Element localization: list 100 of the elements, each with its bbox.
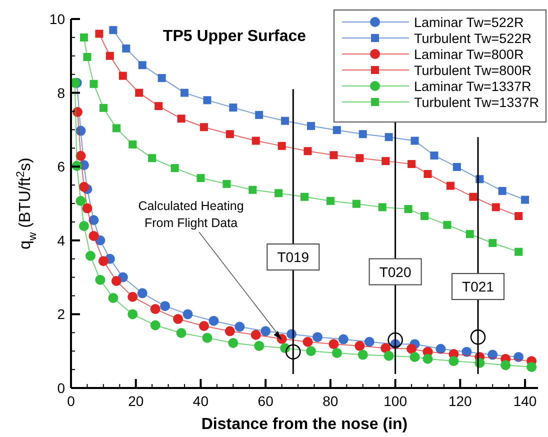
y-tick-label: 0 [57,380,66,396]
point [422,354,433,364]
legend-label: Laminar Tw=800R [414,47,524,62]
point [95,274,106,285]
point [118,72,127,80]
point [224,326,235,336]
point [260,326,271,336]
point [222,180,231,188]
point [330,151,338,160]
point [328,339,339,350]
point [306,346,316,356]
legend-label: Turbulent Tw=1337R [414,95,540,110]
point [99,104,108,112]
point [356,154,364,162]
point [252,136,260,145]
point [85,250,96,261]
point [469,192,478,201]
point [200,123,208,132]
point [158,74,166,82]
y-tick-label: 6 [57,158,66,175]
x-tick-label: 0 [67,393,76,409]
point [83,53,92,62]
y-tick-label: 2 [57,306,66,322]
point [306,122,315,130]
legend-label: Turbulent Tw=522R [414,31,532,46]
point [160,301,170,312]
ref-line-label: T019 [277,249,310,266]
point [128,292,138,302]
point [358,130,367,138]
point [326,196,334,205]
point [352,200,360,208]
point [526,362,537,372]
point [452,162,461,171]
point [173,314,184,324]
point [135,88,144,97]
point [76,150,86,161]
point [229,104,238,112]
point [286,344,301,360]
point [111,276,122,286]
point [498,186,506,195]
ref-line-label: T020 [379,264,412,280]
point [492,203,500,212]
point [226,130,234,138]
x-tick-label: 40 [192,393,209,409]
point [177,114,186,123]
x-tick-label: 60 [258,393,274,409]
point [196,174,205,182]
point [82,203,92,214]
point [274,189,283,198]
point [78,221,89,232]
point [406,344,417,354]
x-tick-label: 20 [128,393,144,409]
point [420,212,428,220]
y-tick-label: 10 [49,11,66,27]
point [180,88,189,97]
point [203,96,212,104]
point [198,321,209,332]
point [302,336,313,347]
point [410,136,419,145]
point [312,332,322,342]
point [122,44,130,53]
point [281,116,290,125]
point [250,330,261,340]
point [430,152,438,160]
point [90,80,98,88]
point [95,30,104,38]
point [358,350,368,360]
point [384,350,394,361]
point [443,220,452,229]
point [436,344,446,354]
point [384,133,393,142]
legend-label: Laminar Tw=522R [414,15,524,30]
point [112,124,120,132]
point [364,336,374,347]
point [137,288,148,298]
point [255,110,264,119]
point [300,192,308,201]
point [466,230,474,238]
legend-label: Laminar Tw=1337R [414,79,532,94]
ref-line-label: T021 [462,278,494,295]
point [182,309,193,320]
point [462,346,472,357]
point [378,203,386,212]
point [78,182,89,192]
x-tick-label: 80 [322,393,338,409]
point [202,332,212,343]
point [106,52,114,60]
point [500,360,511,370]
x-axis-title: Distance from the nose (in) [201,416,408,433]
point [170,164,179,172]
x-tick-label: 100 [384,393,408,409]
point [332,126,341,134]
point [228,338,238,348]
point [404,205,412,214]
point [521,196,530,204]
point [150,320,160,330]
point [88,230,99,241]
point [109,26,118,34]
point [128,140,137,148]
point [76,196,86,206]
